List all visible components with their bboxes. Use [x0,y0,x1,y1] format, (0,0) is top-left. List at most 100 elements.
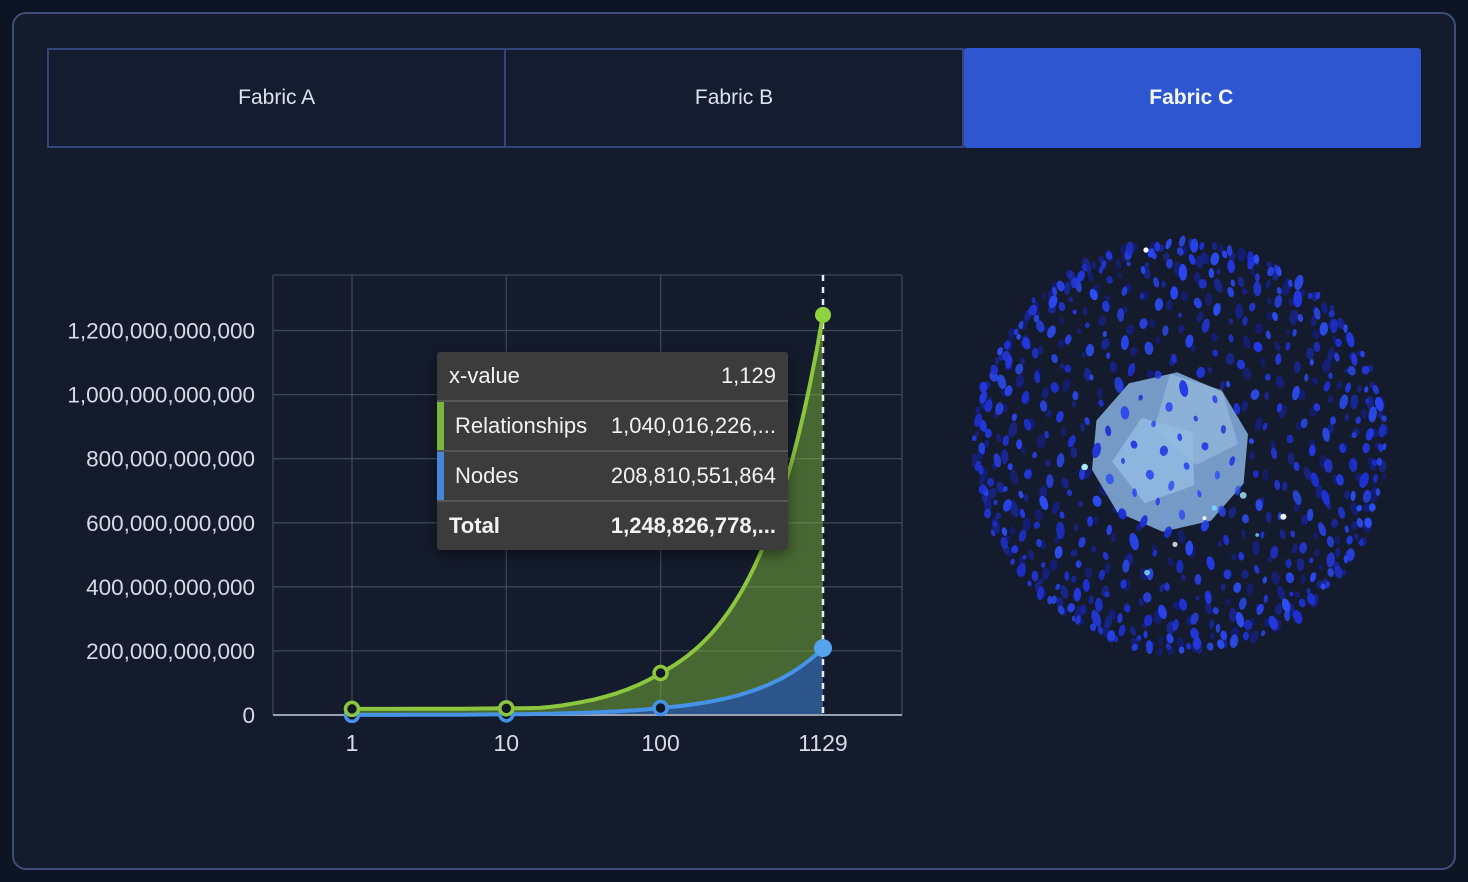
sphere-dot [1274,341,1281,352]
sphere-dot [1016,333,1021,340]
sphere-dot [1285,572,1295,584]
sphere-dot [1292,328,1297,337]
sphere-dot [1165,402,1173,412]
sphere-dot [1151,420,1157,428]
fabric-3d-visualization[interactable] [950,222,1410,682]
sphere-dot [1161,280,1167,288]
sparkle [1144,569,1150,576]
sphere-dot [1235,303,1243,320]
sphere-dot [1178,324,1185,334]
sphere-dot [978,484,987,494]
relationships-data-point[interactable] [652,664,669,682]
sphere-dot [1167,557,1174,566]
sphere-dot [1330,318,1338,334]
relationships-area [352,314,823,715]
sphere-dot [1154,370,1162,379]
sphere-dot [1095,597,1103,612]
sphere-dot [1070,446,1078,458]
relationships-data-point[interactable] [498,700,515,717]
sphere-dot [1350,394,1359,410]
sphere-dot [979,390,988,404]
sphere-dot [990,529,996,537]
sphere-dot [1147,248,1155,258]
tooltip-total-row: Total 1,248,826,778,... [437,500,788,550]
sphere-dot [1348,458,1358,472]
sphere-dot [1360,350,1365,358]
sphere-dot [1307,593,1316,605]
tab-fabric-a[interactable]: Fabric A [47,48,507,148]
sphere-dot [1306,347,1314,360]
sphere-dot [1047,325,1056,339]
sphere-dot [1327,395,1334,404]
sphere-dot [1009,526,1016,535]
sphere-dot [1072,391,1079,401]
sphere-dot [1304,373,1309,382]
sphere-dot [1249,451,1255,460]
sphere-dot [1235,611,1245,628]
sphere-dot [995,512,1002,520]
sphere-dot [1332,335,1337,343]
sphere-dot [1313,341,1321,352]
sphere-dot [1075,615,1081,625]
sphere-dot [1344,525,1349,533]
relationships-highlight-point[interactable] [815,306,831,323]
sphere-dot [1291,543,1298,554]
sphere-dot [1098,399,1104,407]
sphere-dot [1031,347,1039,359]
sphere-dot [1008,421,1018,438]
sphere-dot [1024,469,1032,480]
sphere-dot [1089,374,1094,381]
nodes-data-point[interactable] [652,699,669,717]
tab-fabric-b[interactable]: Fabric B [506,48,964,148]
sphere-dot [1084,567,1093,579]
sphere-dot [1129,637,1135,644]
sphere-dot [1039,400,1048,412]
sphere-dot [1289,309,1299,326]
sphere-dot [973,413,983,427]
tab-fabric-c[interactable]: Fabric C [963,48,1421,148]
sphere-dot [1081,352,1086,359]
sphere-dot [1129,532,1139,551]
sphere-dot [1071,575,1077,583]
sphere-dot [1264,373,1271,381]
sphere-dot [1159,445,1169,456]
sphere-dot [1289,591,1294,597]
sphere-dot [1046,474,1054,488]
sphere-dot [1212,395,1218,404]
sphere-dot [1228,334,1234,343]
sphere-dot [1110,533,1116,543]
sphere-dot [1091,261,1097,270]
sphere-dot [1242,335,1251,349]
sphere-dot [1091,610,1102,627]
relationships-data-point[interactable] [343,700,361,718]
sphere-dot [1351,353,1358,366]
sphere-dot [978,442,986,454]
sphere-dot [1372,384,1379,395]
sphere-dot [1131,643,1138,652]
sphere-dot [1114,376,1124,393]
sphere-dot [1262,422,1268,431]
sphere-dot [1034,509,1043,521]
sphere-dot [1178,235,1186,247]
sphere-dot [1058,317,1065,325]
sphere-dot [1223,569,1232,580]
sphere-dot [1330,416,1336,425]
sphere-dot [1089,288,1098,301]
sphere-dot [1327,347,1335,362]
sphere-dot [1050,595,1057,605]
sphere-dot [1334,565,1343,579]
sphere-dot [1165,643,1172,650]
sparkle [1211,505,1217,511]
sphere-dot [1262,576,1268,584]
sphere-dot [1051,354,1058,364]
sphere-dot [1329,304,1335,312]
sphere-dot [1339,394,1349,410]
sphere-dot [1265,280,1271,289]
sphere-dot [1162,252,1170,261]
sphere-dot [1059,511,1065,519]
sphere-dot [1178,646,1185,654]
sphere-dot [996,433,1002,442]
sphere-dot [1343,324,1348,333]
sphere-dot [1341,569,1347,576]
nodes-highlight-point[interactable] [814,639,832,658]
